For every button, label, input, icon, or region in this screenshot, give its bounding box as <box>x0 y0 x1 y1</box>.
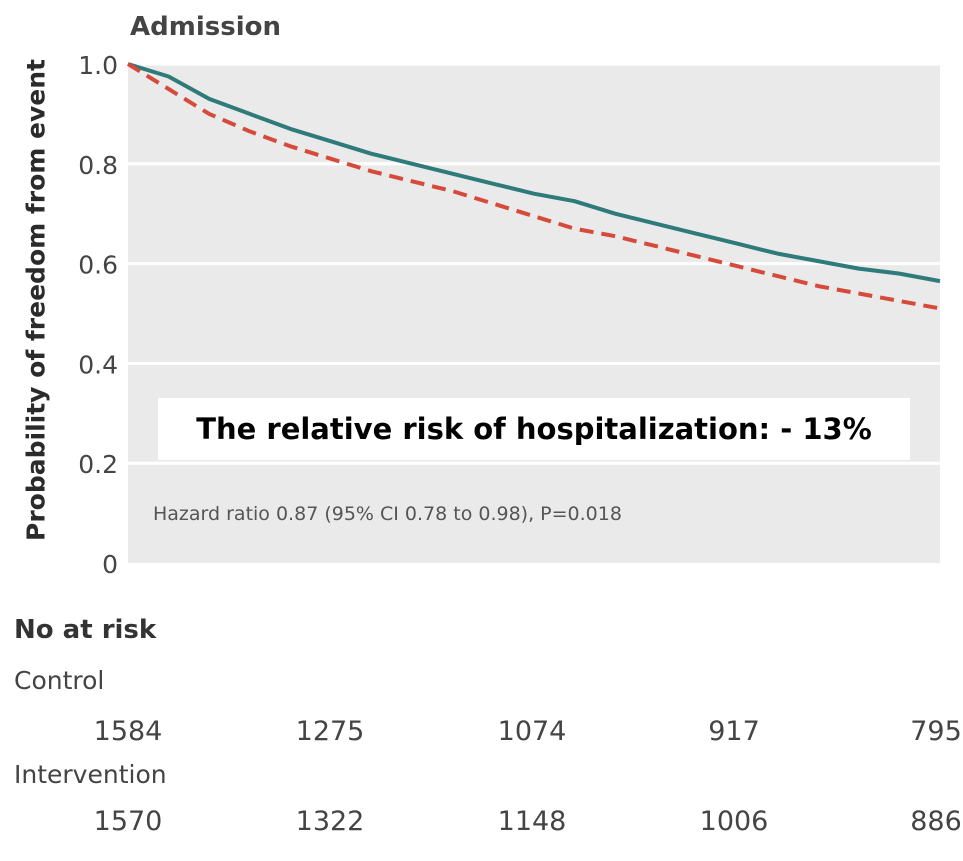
at-risk-count: 886 <box>910 806 962 837</box>
at-risk-count: 1322 <box>295 806 365 837</box>
plot-panel <box>128 64 940 563</box>
group-label-control: Control <box>14 666 105 695</box>
at-risk-count: 1584 <box>93 716 163 747</box>
group-label-intervention: Intervention <box>14 760 167 789</box>
at-risk-count: 1148 <box>497 806 567 837</box>
relative-risk-annotation: The relative risk of hospitalization: - … <box>158 398 910 460</box>
y-tick-label: 0.2 <box>78 450 118 479</box>
y-tick-label: 0.4 <box>78 350 118 379</box>
at-risk-header: No at risk <box>14 615 157 645</box>
at-risk-count: 1570 <box>93 806 163 837</box>
y-tick-label: 1.0 <box>78 51 118 80</box>
at-risk-count: 1275 <box>295 716 365 747</box>
panel-title: Admission <box>130 12 281 42</box>
y-axis-label: Probability of freedom from event <box>21 59 51 541</box>
y-tick-label: 0.8 <box>78 151 118 180</box>
at-risk-count: 917 <box>708 716 760 747</box>
at-risk-count: 795 <box>910 716 962 747</box>
y-tick-label: 0.6 <box>78 251 118 280</box>
series-line-dashed <box>126 62 941 311</box>
at-risk-count: 1074 <box>497 716 567 747</box>
hazard-ratio-text: Hazard ratio 0.87 (95% CI 0.78 to 0.98),… <box>153 503 622 525</box>
at-risk-count: 1006 <box>699 806 769 837</box>
y-tick-label: 0 <box>102 550 118 579</box>
series-line-solid <box>127 62 941 284</box>
